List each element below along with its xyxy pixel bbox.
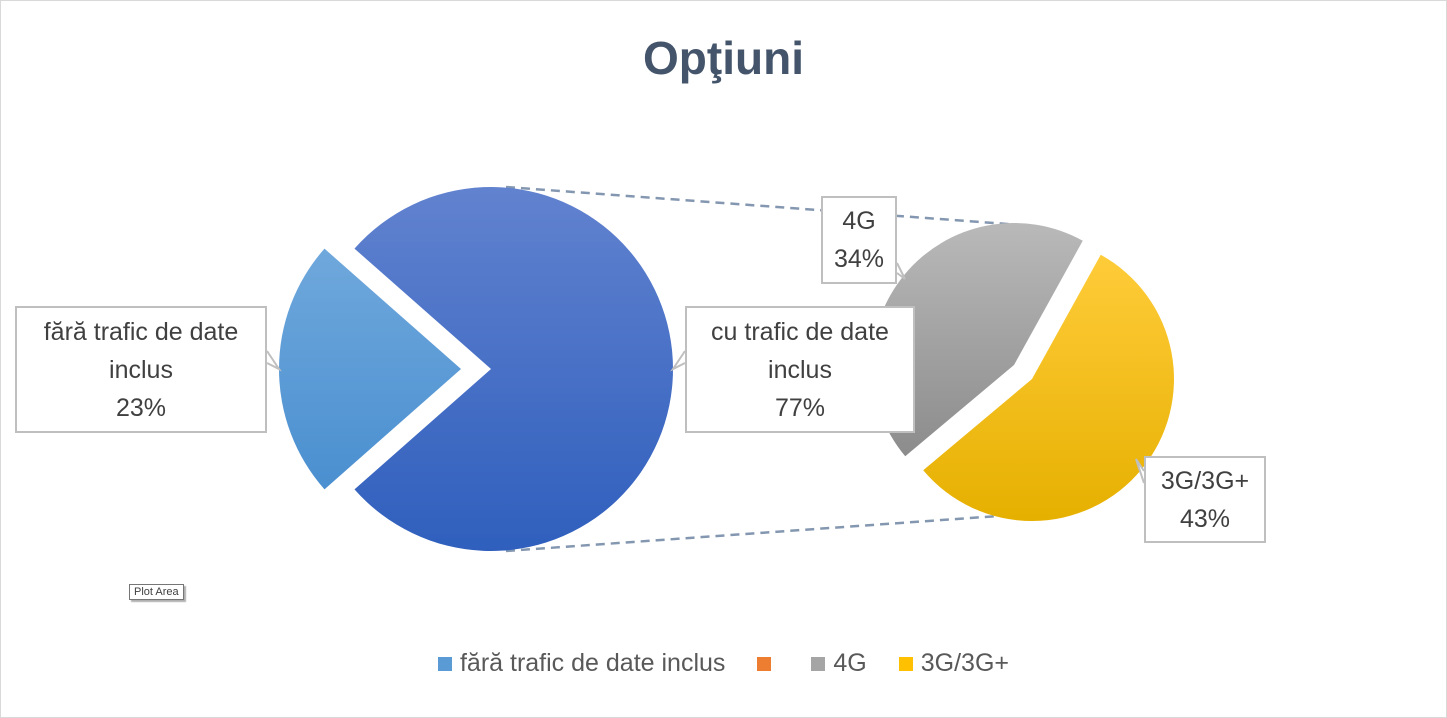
legend-label: 3G/3G+ <box>920 649 1010 677</box>
data-label-category: 3G/3G+ <box>1160 466 1250 495</box>
pie-slice-fara-trafic[interactable] <box>279 248 461 490</box>
data-label-4g[interactable]: 4G 34% <box>821 196 897 284</box>
data-label-cu-trafic[interactable]: cu trafic de date inclus 77% <box>685 306 915 433</box>
pie-connector-lines <box>505 185 1042 553</box>
legend-label: 4G <box>833 649 867 677</box>
legend-swatch <box>437 656 452 671</box>
legend-label: fără trafic de date inclus <box>459 649 726 677</box>
legend-item-3[interactable]: 3G/3G+ <box>898 649 1010 678</box>
callout-pointers <box>266 262 1145 484</box>
chart-title[interactable]: Opţiuni <box>643 32 804 84</box>
legend-swatch <box>898 656 913 671</box>
data-label-category: 4G <box>842 207 876 235</box>
main-pie <box>279 187 673 552</box>
data-label-value: 43% <box>1179 504 1231 533</box>
secondary-pie <box>871 222 1174 521</box>
pie-slice-cu-trafic[interactable] <box>354 187 673 552</box>
data-label-category: fără trafic de date inclus <box>43 317 239 384</box>
callout-pointer-0 <box>266 350 282 372</box>
connector-line-top <box>505 185 1022 227</box>
callout-pointer-1 <box>670 350 686 372</box>
legend-swatch <box>757 656 772 671</box>
callout-pointer-2 <box>896 262 906 280</box>
legend-swatch <box>811 656 826 671</box>
pie-slice-3g[interactable] <box>923 254 1174 521</box>
legend-item-2[interactable]: 4G <box>811 649 867 678</box>
data-label-fara-trafic[interactable]: fără trafic de date inclus 23% <box>15 306 267 433</box>
data-label-value: 34% <box>833 245 885 273</box>
pie-slice-4g[interactable] <box>871 222 1083 457</box>
data-label-value: 77% <box>774 393 826 422</box>
legend[interactable]: fără trafic de date inclus 4G 3G/3G+ <box>1 649 1446 678</box>
data-label-value: 23% <box>115 393 167 422</box>
plot-area-tooltip: Plot Area <box>129 584 184 600</box>
data-label-3g[interactable]: 3G/3G+ 43% <box>1144 456 1266 543</box>
callout-pointer-3 <box>1135 458 1145 484</box>
legend-item-1[interactable] <box>757 656 779 671</box>
data-label-category: cu trafic de date inclus <box>711 317 889 384</box>
legend-item-0[interactable]: fără trafic de date inclus <box>437 649 726 678</box>
